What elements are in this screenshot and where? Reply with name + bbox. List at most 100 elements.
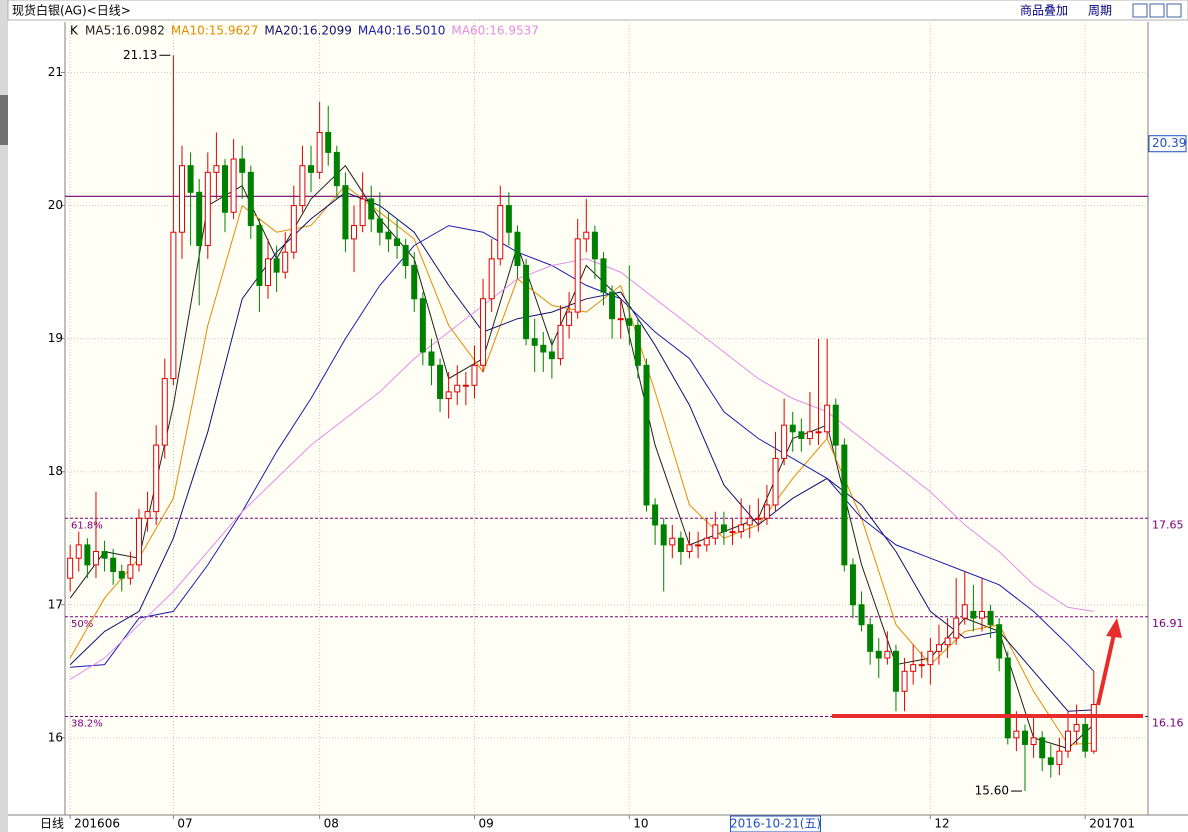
candle-body <box>308 165 315 173</box>
annotation: 21.13 <box>123 48 157 62</box>
candle-body <box>471 364 478 386</box>
candle-body <box>118 571 125 579</box>
x-tick-label: 10 <box>633 817 648 831</box>
candle-body <box>342 185 349 240</box>
candle-body <box>1004 657 1011 739</box>
candle-body <box>290 205 297 253</box>
candle-body <box>385 231 392 240</box>
candle-body <box>92 551 99 566</box>
title-bar <box>7 0 1188 21</box>
candle-body <box>419 298 426 353</box>
candle-body <box>1039 737 1046 759</box>
candle-body <box>84 544 91 566</box>
x-axis-label: 日线 <box>40 817 64 831</box>
candle-body <box>660 524 667 546</box>
candle-body <box>566 311 573 326</box>
candle-body <box>867 624 874 652</box>
candle-body <box>574 238 581 313</box>
candle-body <box>153 444 160 513</box>
candle-body <box>557 324 564 360</box>
arrow-shaft <box>1096 633 1116 706</box>
nav-button[interactable] <box>1132 3 1148 18</box>
candle-body <box>445 391 452 400</box>
period-button[interactable]: 周期 <box>1088 4 1112 18</box>
candle-body <box>454 384 461 393</box>
x-tick-label: 201701 <box>1089 817 1135 831</box>
candle-body <box>428 351 435 366</box>
candle-body <box>918 664 925 667</box>
candle-body <box>841 444 848 566</box>
candle-body <box>110 557 117 573</box>
candle-body <box>462 384 469 387</box>
candle-body <box>1073 724 1080 732</box>
candle-body <box>875 650 882 659</box>
candle-body <box>247 171 254 227</box>
y-tick-label: 17 <box>48 597 63 611</box>
candle-body <box>1013 730 1020 739</box>
candle-body <box>265 258 272 286</box>
candle-body <box>746 517 753 526</box>
fib-label: 61.8% <box>71 520 103 531</box>
candle-body <box>686 544 693 553</box>
candle-body <box>480 298 487 366</box>
overlay-button[interactable]: 商品叠加 <box>1020 3 1068 18</box>
candle-body <box>411 264 418 300</box>
fib-value: 16.16 <box>1152 717 1184 730</box>
candle-body <box>824 404 831 433</box>
nav-button[interactable] <box>1166 3 1182 18</box>
candle-body <box>213 165 220 173</box>
candle-body <box>548 351 555 360</box>
candle-body <box>221 165 228 213</box>
candle-body <box>75 544 82 559</box>
candle-body <box>178 165 185 233</box>
candle-body <box>1082 724 1089 752</box>
candle-body <box>514 231 521 266</box>
candle-body <box>953 617 960 639</box>
x-tick-label: 08 <box>324 817 339 831</box>
candle-body <box>376 218 383 233</box>
candle-body <box>617 318 624 321</box>
chart-title: 现货白银(AG)<日线> <box>12 3 131 18</box>
candle-body <box>832 404 839 446</box>
x-tick-label: 09 <box>478 817 493 831</box>
candle-body <box>927 650 934 666</box>
candle-body <box>738 524 745 533</box>
x-tick-label: 07 <box>177 817 192 831</box>
candle-body <box>720 524 727 533</box>
candle-body <box>677 537 684 553</box>
candle-body <box>196 191 203 247</box>
candle-body <box>437 364 444 400</box>
plot-layer: 16 17 18 19 20 21 201606 07 08 09 10 12 201701 2016-1… <box>48 22 1187 832</box>
y-tick-label: 20 <box>48 198 63 212</box>
plot-area <box>65 22 1148 815</box>
candle-body <box>755 517 762 520</box>
candle-body <box>497 205 504 260</box>
annotation: 15.60 <box>975 784 1009 798</box>
candle-body <box>987 610 994 626</box>
candle-body <box>282 251 289 273</box>
candle-body <box>127 564 134 579</box>
candle-body <box>901 670 908 692</box>
nav-button[interactable] <box>1149 3 1165 18</box>
candle-body <box>161 378 168 446</box>
candle-body <box>806 431 813 439</box>
candle-body <box>135 517 142 566</box>
candle-body <box>781 424 788 459</box>
cursor-box <box>730 815 822 832</box>
legend-entry: MA60:16.9537 <box>451 24 539 38</box>
price-tag-box <box>1148 135 1187 153</box>
candle-body <box>970 610 977 619</box>
candle-body <box>763 504 770 519</box>
legend-entry: MA40:16.5010 <box>358 24 446 38</box>
candle-body <box>858 604 865 626</box>
legend-entry: MA10:15.9627 <box>171 24 259 38</box>
candle-body <box>729 531 736 534</box>
legend-prefix: K <box>70 24 79 38</box>
candle-body <box>935 644 942 652</box>
candle-body <box>394 238 401 247</box>
candle-body <box>910 664 917 672</box>
price-tag: 20.39 <box>1152 136 1186 150</box>
candle-body <box>798 431 805 439</box>
candle-body <box>1047 757 1054 765</box>
